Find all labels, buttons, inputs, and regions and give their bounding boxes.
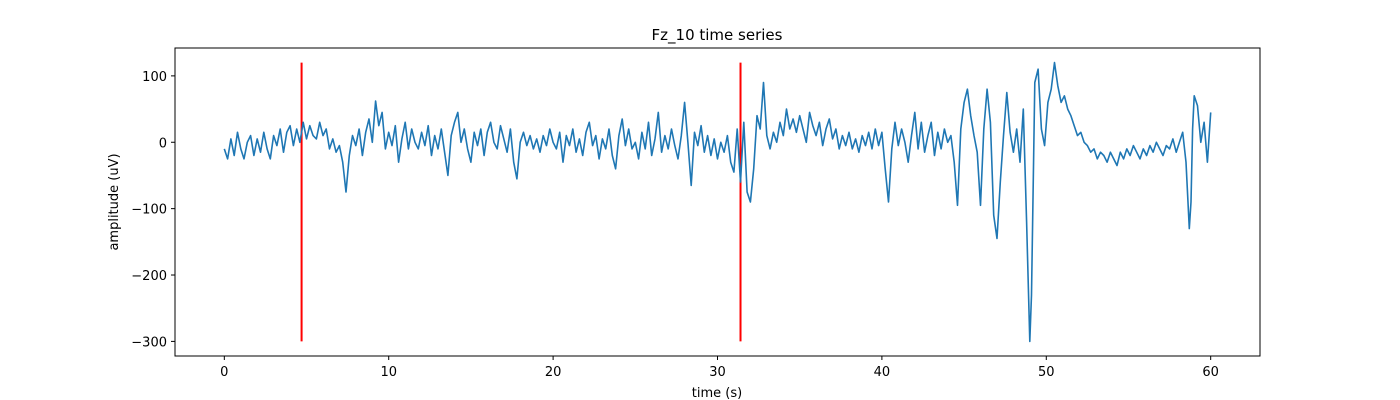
y-tick-label: −300 — [131, 335, 167, 350]
x-tick-label: 30 — [709, 365, 726, 380]
series-line-1 — [223, 61, 1212, 343]
chart-title: Fz_10 time series — [652, 26, 783, 45]
x-tick-label: 20 — [545, 365, 562, 380]
y-tick-label: −100 — [131, 203, 167, 218]
x-tick-label: 60 — [1202, 365, 1219, 380]
x-tick-label: 40 — [874, 365, 891, 380]
y-axis-ticks: 100 0 −100 −200 −300 — [131, 70, 175, 350]
plot-frame — [174, 47, 1261, 357]
plot-area — [223, 61, 1212, 343]
x-axis-ticks: 0 10 20 30 40 50 60 — [220, 356, 1219, 380]
series-layer — [223, 61, 1212, 343]
marker-layer — [300, 62, 742, 342]
x-tick-label: 50 — [1038, 365, 1055, 380]
y-tick-label: 100 — [142, 70, 167, 85]
x-tick-label: 10 — [380, 365, 397, 380]
y-tick-label: −200 — [131, 269, 167, 284]
x-tick-label: 0 — [220, 365, 228, 380]
y-tick-label: 0 — [159, 136, 167, 151]
y-axis-label: amplitude (uV) — [107, 153, 122, 250]
x-axis-label: time (s) — [692, 386, 742, 400]
